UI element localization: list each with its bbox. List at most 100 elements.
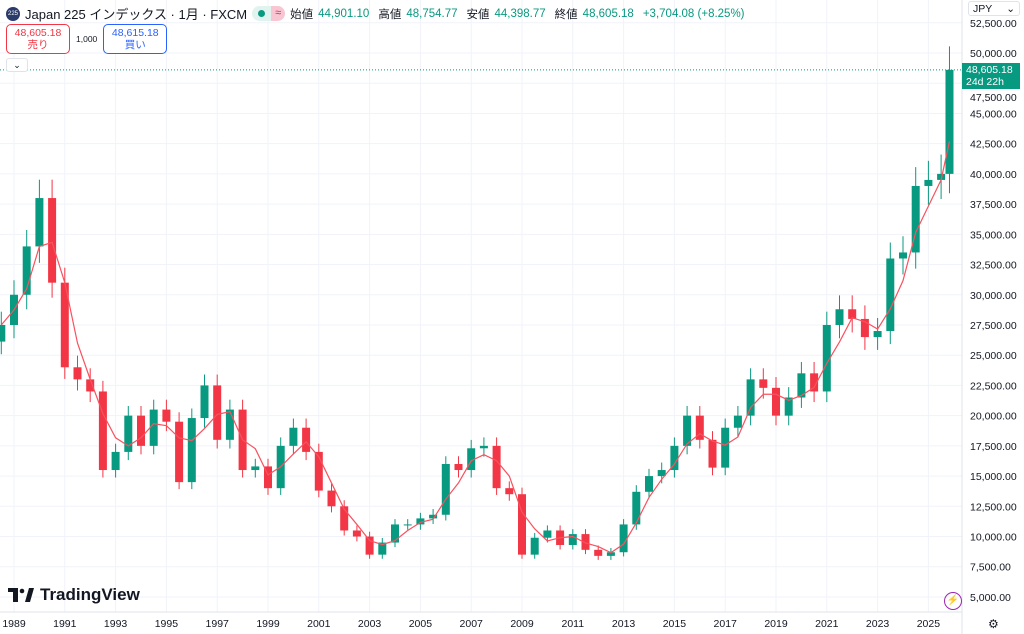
candle-body xyxy=(60,282,69,368)
x-tick-label: 2007 xyxy=(460,618,484,630)
candle-body xyxy=(899,252,907,259)
candle-body xyxy=(213,385,222,440)
candle-body xyxy=(645,476,653,492)
sell-label: 売り xyxy=(27,39,49,51)
x-tick-label: 2019 xyxy=(764,618,788,630)
candle-body xyxy=(937,173,946,180)
candle-body xyxy=(733,415,742,428)
candle-body xyxy=(772,387,780,416)
y-tick-label: 30,000.00 xyxy=(970,290,1017,302)
candle-body xyxy=(429,514,438,519)
status-badges[interactable]: ≈ xyxy=(252,6,286,21)
symbol-header: 225 Japan 225 インデックス · 1月 · FXCM ≈ 始値 44,… xyxy=(6,4,749,23)
x-tick-label: 2021 xyxy=(815,618,839,630)
candle-body xyxy=(264,466,272,489)
candle-body xyxy=(403,524,412,526)
settings-gear-icon[interactable]: ⚙ xyxy=(988,617,999,631)
candle-body xyxy=(416,518,425,525)
y-tick-label: 7,500.00 xyxy=(970,562,1011,574)
candle-body xyxy=(632,491,641,525)
y-tick-label: 37,500.00 xyxy=(970,199,1017,211)
candle-body xyxy=(86,379,95,392)
chevron-down-icon: ⌄ xyxy=(1006,3,1015,15)
candle-body xyxy=(492,445,501,489)
candle-body xyxy=(314,451,323,491)
candle-body xyxy=(340,506,349,531)
y-tick-label: 12,500.00 xyxy=(970,501,1017,513)
x-tick-label: 1995 xyxy=(155,618,179,630)
symbol-title[interactable]: Japan 225 インデックス · 1月 · FXCM xyxy=(25,7,248,22)
quantity[interactable]: 1,000 xyxy=(76,34,98,44)
candle-body xyxy=(911,185,920,253)
x-tick-label: 1991 xyxy=(53,618,77,630)
candle-body xyxy=(441,463,450,515)
moving-average-line xyxy=(0,141,951,554)
y-tick-label: 47,500.00 xyxy=(970,92,1017,104)
candle-body xyxy=(454,463,463,471)
candle-body xyxy=(606,552,615,556)
candle-body xyxy=(860,318,869,338)
candle-body xyxy=(530,537,539,555)
bar-countdown: 24d 22h xyxy=(966,76,1004,88)
candle-body xyxy=(721,427,730,468)
sell-button[interactable]: 48,605.18 売り xyxy=(6,24,70,54)
y-tick-label: 45,000.00 xyxy=(970,108,1017,120)
high-value: 48,754.77 xyxy=(406,7,458,20)
candle-body xyxy=(619,524,628,553)
sell-price: 48,605.18 xyxy=(14,27,62,39)
x-tick-label: 2017 xyxy=(714,618,738,630)
x-tick-label: 2005 xyxy=(409,618,433,630)
candle-body xyxy=(784,397,793,416)
last-price: 48,605.18 xyxy=(966,64,1013,76)
candle-body xyxy=(568,534,577,545)
candle-body xyxy=(111,451,120,471)
candle-body xyxy=(594,549,603,556)
candle-body xyxy=(378,542,387,555)
lightning-icon[interactable]: ⚡ xyxy=(944,592,962,610)
candle-body xyxy=(708,439,717,468)
candle-body xyxy=(746,379,755,416)
x-tick-label: 1999 xyxy=(256,618,280,630)
candle-body xyxy=(945,69,954,174)
candle-body xyxy=(822,324,831,392)
x-tick-label: 2013 xyxy=(612,618,636,630)
y-tick-label: 17,500.00 xyxy=(970,441,1017,453)
candle-body xyxy=(98,391,107,471)
approx-data-icon: ≈ xyxy=(271,6,286,21)
candle-body xyxy=(759,379,768,388)
candle-body xyxy=(810,373,819,392)
buy-button[interactable]: 48,615.18 買い xyxy=(103,24,168,54)
close-value: 48,605.18 xyxy=(582,7,634,20)
y-tick-label: 35,000.00 xyxy=(970,229,1017,241)
candle-body xyxy=(695,415,704,440)
brand-name: TradingView xyxy=(40,585,140,604)
change-value: +3,704.08 (+8.25%) xyxy=(642,7,745,20)
y-tick-label: 15,000.00 xyxy=(970,471,1017,483)
buy-label: 買い xyxy=(124,39,146,51)
candle-body xyxy=(289,427,298,446)
collapse-chevron-icon[interactable]: ⌄ xyxy=(6,58,28,72)
y-tick-label: 22,500.00 xyxy=(970,380,1017,392)
candle-body xyxy=(797,373,806,398)
currency-select[interactable]: JPY ⌄ xyxy=(968,1,1020,16)
low-label: 安値 xyxy=(466,8,490,21)
market-open-icon xyxy=(258,10,266,17)
candle-body xyxy=(886,258,895,332)
currency-label: JPY xyxy=(973,3,993,15)
y-tick-label: 42,500.00 xyxy=(970,139,1017,151)
last-price-label: 48,605.18 24d 22h xyxy=(962,63,1020,89)
candle-body xyxy=(251,466,260,471)
candle-body xyxy=(35,198,44,247)
candle-body xyxy=(302,427,311,452)
candle-body xyxy=(848,309,857,319)
candle-body xyxy=(175,421,184,483)
candle-body xyxy=(162,409,171,422)
candle-body xyxy=(352,530,361,537)
candle-body xyxy=(505,488,514,495)
x-tick-label: 2015 xyxy=(663,618,687,630)
candle-body xyxy=(327,490,336,507)
tradingview-logo[interactable]: TradingView xyxy=(8,585,140,605)
y-tick-label: 27,500.00 xyxy=(970,320,1017,332)
x-tick-label: 2009 xyxy=(510,618,534,630)
